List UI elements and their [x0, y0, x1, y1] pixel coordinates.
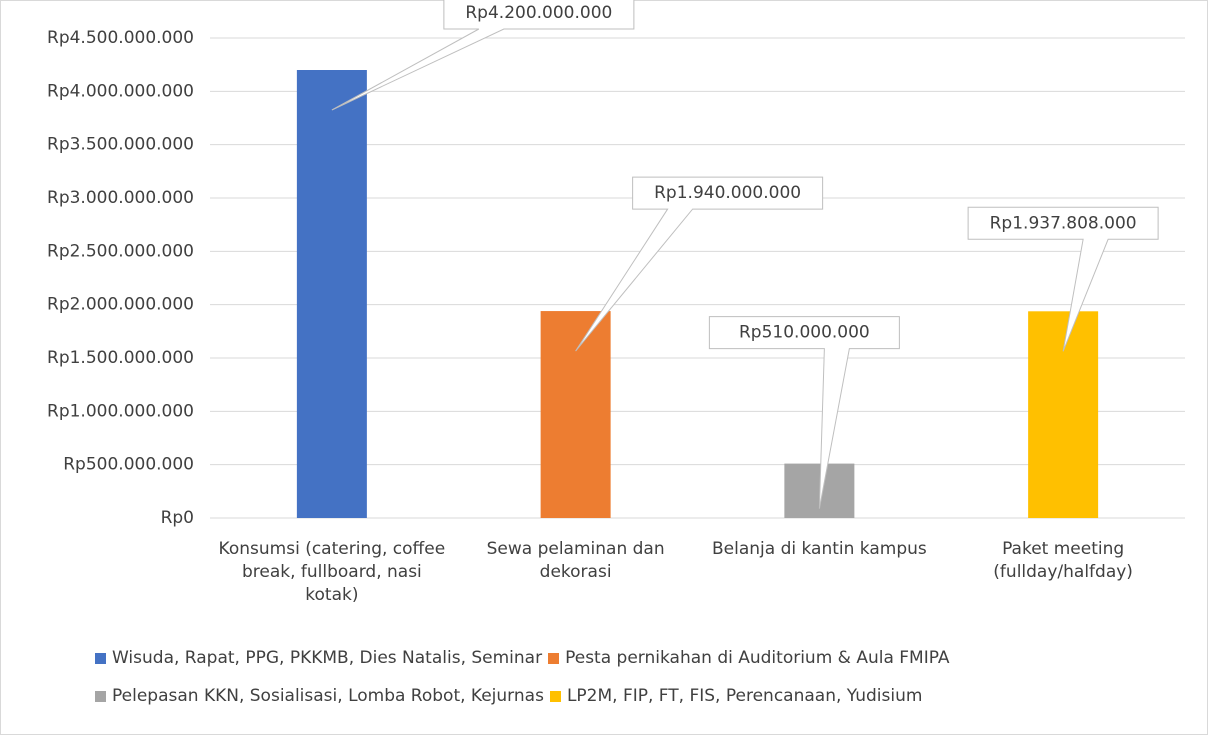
y-tick-label: Rp2.500.000.000	[47, 241, 194, 261]
legend-label: Pesta pernikahan di Auditorium & Aula FM…	[565, 648, 950, 668]
y-tick-label: Rp0	[161, 508, 194, 528]
bar	[1028, 311, 1099, 518]
legend-label: Wisuda, Rapat, PPG, PKKMB, Dies Natalis,…	[112, 648, 543, 668]
bar	[296, 70, 367, 518]
y-tick-label: Rp1.500.000.000	[47, 348, 194, 368]
x-tick-label: Sewa pelaminan dan dekorasi	[486, 539, 665, 582]
data-label: Rp4.200.000.000	[465, 3, 612, 23]
legend-label: Pelepasan KKN, Sosialisasi, Lomba Robot,…	[112, 686, 544, 706]
bar	[784, 463, 855, 518]
y-tick-label: Rp3.500.000.000	[47, 135, 194, 155]
y-tick-label: Rp4.000.000.000	[47, 81, 194, 101]
data-label: Rp510.000.000	[739, 323, 870, 343]
callout	[331, 0, 635, 111]
callout	[967, 206, 1159, 352]
y-tick-label: Rp2.000.000.000	[47, 295, 194, 315]
data-label: Rp1.940.000.000	[654, 183, 801, 203]
legend: Wisuda, Rapat, PPG, PKKMB, Dies Natalis,…	[95, 648, 1125, 706]
y-tick-label: Rp500.000.000	[63, 455, 194, 475]
y-tick-label: Rp3.000.000.000	[47, 188, 194, 208]
data-label: Rp1.937.808.000	[990, 213, 1137, 233]
callout	[575, 176, 824, 352]
legend-item: Pesta pernikahan di Auditorium & Aula FM…	[548, 648, 950, 668]
legend-item: LP2M, FIP, FT, FIS, Perencanaan, Yudisiu…	[549, 686, 923, 706]
legend-item: Pelepasan KKN, Sosialisasi, Lomba Robot,…	[95, 686, 544, 706]
legend-label: LP2M, FIP, FT, FIS, Perencanaan, Yudisiu…	[566, 686, 923, 706]
x-tick-label: Paket meeting (fullday/halfday)	[993, 539, 1133, 582]
bar	[540, 311, 611, 518]
legend-swatch	[549, 690, 561, 702]
y-tick-label: Rp4.500.000.000	[47, 28, 194, 48]
legend-item: Wisuda, Rapat, PPG, PKKMB, Dies Natalis,…	[95, 648, 542, 668]
y-tick-label: Rp1.000.000.000	[47, 401, 194, 421]
legend-swatch	[95, 690, 106, 702]
legend-swatch	[548, 652, 560, 664]
x-tick-label: Belanja di kantin kampus	[712, 539, 927, 559]
callout	[708, 316, 900, 509]
legend-swatch	[95, 652, 106, 664]
x-tick-label: Konsumsi (catering, coffee break, fullbo…	[218, 539, 446, 605]
